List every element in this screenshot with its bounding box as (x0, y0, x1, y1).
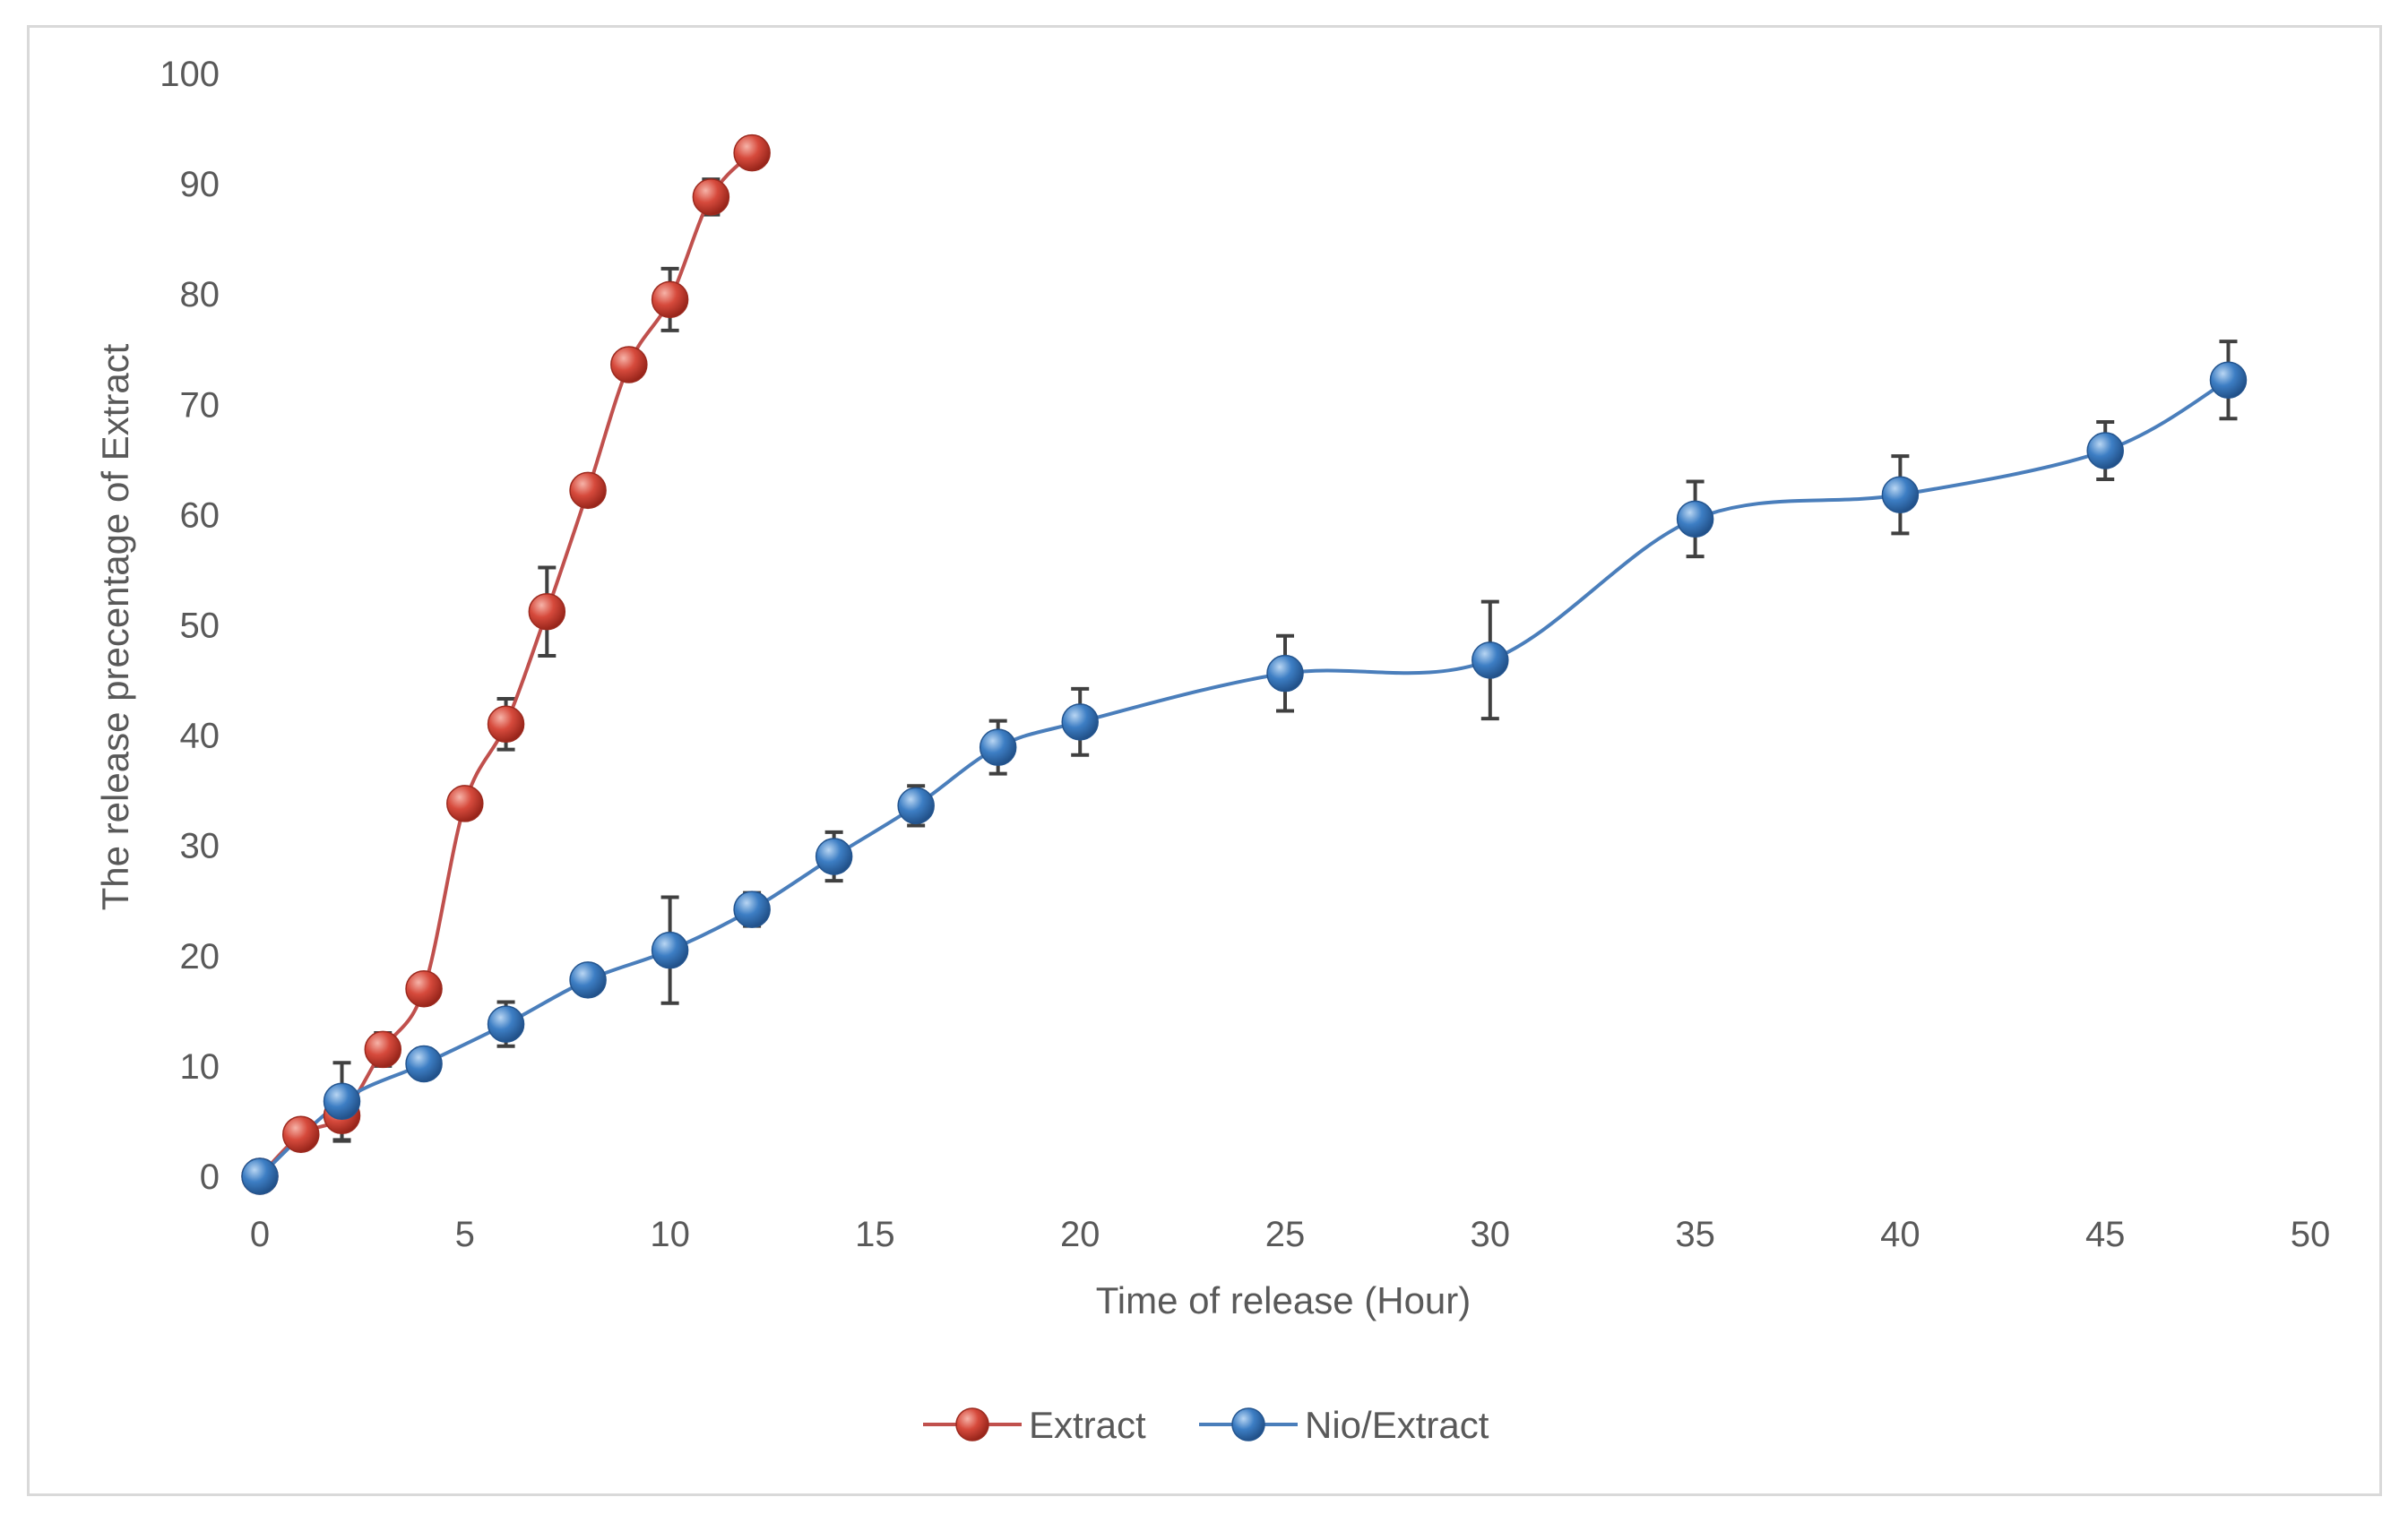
y-tick-label: 0 (200, 1157, 220, 1197)
data-point-extract (692, 178, 730, 216)
data-point-nio-extract (1472, 641, 1509, 679)
y-tick-label: 30 (180, 827, 220, 866)
data-point-extract (364, 1030, 402, 1069)
x-tick-label: 45 (2085, 1215, 2126, 1254)
x-tick-label: 50 (2291, 1215, 2331, 1254)
data-point-extract (733, 133, 771, 172)
legend-entry: Nio/Extract (1199, 1404, 1489, 1446)
x-tick-label: 25 (1265, 1215, 1306, 1254)
data-point-nio-extract (815, 838, 853, 875)
data-point-nio-extract (897, 787, 935, 825)
legend-marker (955, 1407, 989, 1441)
y-tick-label: 40 (180, 717, 220, 756)
data-point-nio-extract (651, 931, 689, 969)
y-tick-label: 70 (180, 385, 220, 425)
data-point-nio-extract (569, 961, 607, 999)
series-markers (241, 133, 2248, 1195)
tick-labels: 0 5 10 15 20 25 30 35 40 45 50 0 10 20 30 40 50 60 70 80 90 1… (160, 55, 2330, 1254)
x-tick-label: 10 (650, 1215, 690, 1254)
data-point-nio-extract (2209, 361, 2248, 399)
data-point-nio-extract (1266, 654, 1304, 693)
data-point-nio-extract (405, 1045, 443, 1083)
data-point-extract (446, 785, 484, 822)
x-tick-label: 15 (855, 1215, 895, 1254)
legend: Extract Nio/Extract (923, 1404, 1489, 1446)
x-axis-title: Time of release (Hour) (1096, 1279, 1472, 1321)
data-point-extract (569, 471, 607, 510)
legend-marker (1231, 1407, 1265, 1441)
legend-label: Nio/Extract (1305, 1404, 1489, 1446)
data-point-extract (528, 592, 566, 631)
y-tick-label: 20 (180, 937, 220, 977)
data-point-nio-extract (1061, 703, 1099, 741)
data-point-nio-extract (241, 1157, 279, 1195)
x-tick-label: 40 (1880, 1215, 1920, 1254)
data-point-extract (651, 280, 689, 319)
y-tick-label: 10 (180, 1047, 220, 1087)
y-tick-label: 90 (180, 165, 220, 204)
series-lines (258, 151, 2230, 1178)
data-point-nio-extract (1881, 476, 1920, 513)
x-tick-label: 0 (250, 1215, 270, 1254)
legend-label: Extract (1029, 1404, 1146, 1446)
x-tick-label: 20 (1060, 1215, 1100, 1254)
y-axis-title: The release precentage of Extract (94, 343, 136, 910)
data-point-nio-extract (487, 1005, 525, 1043)
data-point-nio-extract (2086, 432, 2124, 469)
data-point-nio-extract (733, 891, 771, 928)
data-point-nio-extract (1676, 500, 1714, 538)
data-point-nio-extract (979, 728, 1017, 766)
data-point-extract (405, 969, 443, 1008)
x-tick-label: 30 (1471, 1215, 1511, 1254)
chart-frame (27, 25, 2382, 1496)
data-point-extract (610, 346, 648, 383)
data-point-extract (282, 1115, 320, 1153)
x-tick-label: 5 (455, 1215, 475, 1254)
y-tick-label: 60 (180, 495, 220, 535)
y-tick-label: 100 (160, 55, 220, 94)
series-line-nio-extract (258, 378, 2230, 1178)
y-tick-label: 80 (180, 275, 220, 314)
data-point-extract (487, 705, 525, 744)
legend-entry: Extract (923, 1404, 1146, 1446)
x-tick-label: 35 (1675, 1215, 1715, 1254)
y-tick-label: 50 (180, 607, 220, 646)
data-point-nio-extract (323, 1082, 361, 1121)
